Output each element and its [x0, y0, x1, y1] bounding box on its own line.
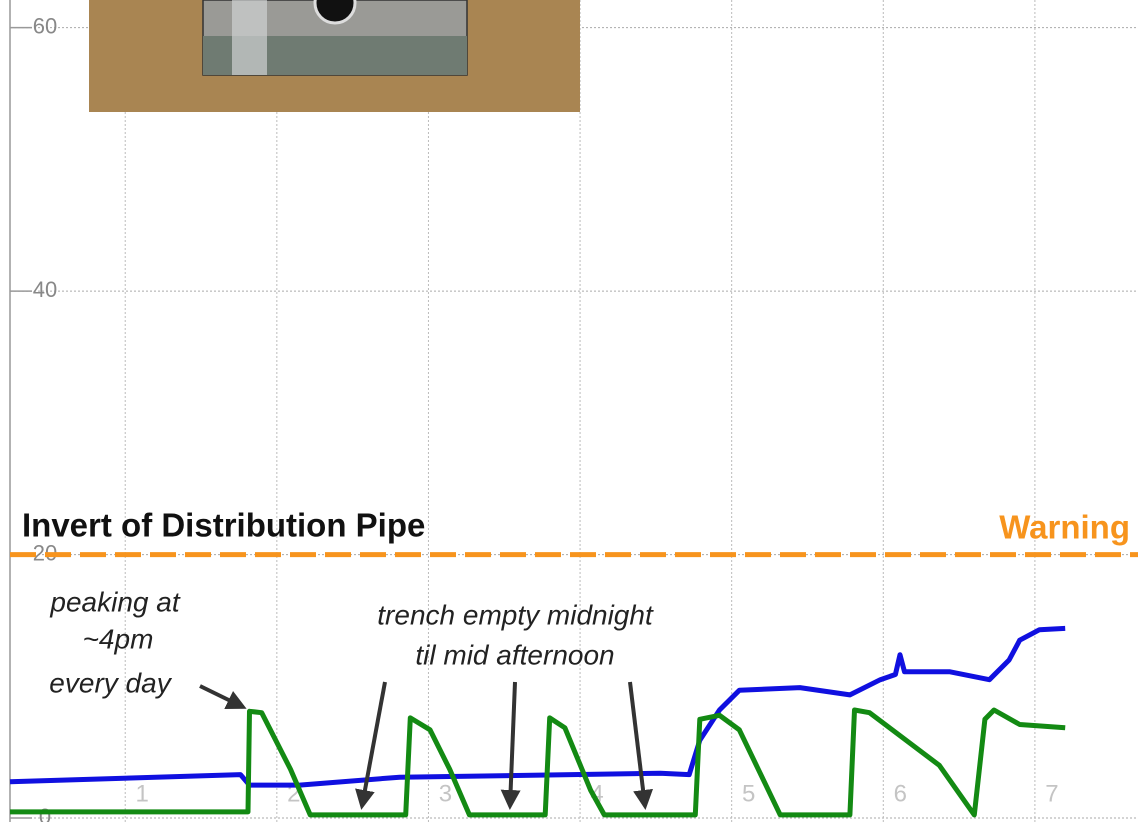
annotation: trench empty midnight — [377, 599, 654, 630]
warning-label: Warning — [999, 509, 1130, 546]
chart-title: Invert of Distribution Pipe — [22, 507, 425, 544]
annotation: til mid afternoon — [415, 639, 614, 670]
data-line — [9, 625, 1066, 788]
x-tick-label: 3 — [439, 780, 452, 807]
x-tick-label: 1 — [136, 780, 149, 807]
annotation: ~4pm — [83, 623, 154, 654]
data-line — [10, 707, 1066, 818]
y-tick-label: 40 — [33, 277, 57, 302]
x-tick-label: 6 — [894, 780, 907, 807]
x-tick-label: 5 — [742, 780, 755, 807]
x-tick-label: 7 — [1045, 780, 1058, 807]
inset-image — [89, 0, 580, 112]
annotation: every day — [49, 667, 172, 698]
annotation-arrows — [199, 681, 654, 810]
y-tick-label: 60 — [33, 13, 57, 38]
annotation: peaking at — [49, 586, 180, 617]
